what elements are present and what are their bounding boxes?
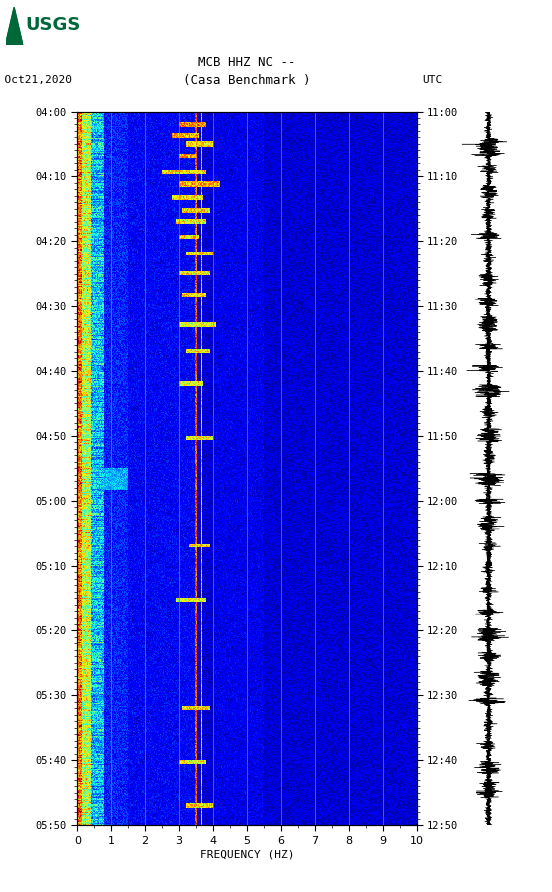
X-axis label: FREQUENCY (HZ): FREQUENCY (HZ) (200, 850, 294, 860)
Polygon shape (6, 7, 23, 45)
Text: USGS: USGS (25, 16, 81, 34)
Text: MCB HHZ NC --: MCB HHZ NC -- (198, 56, 296, 69)
Text: PDT   Oct21,2020: PDT Oct21,2020 (0, 75, 72, 86)
Polygon shape (6, 8, 23, 44)
Text: (Casa Benchmark ): (Casa Benchmark ) (183, 74, 311, 87)
Text: UTC: UTC (422, 75, 443, 86)
